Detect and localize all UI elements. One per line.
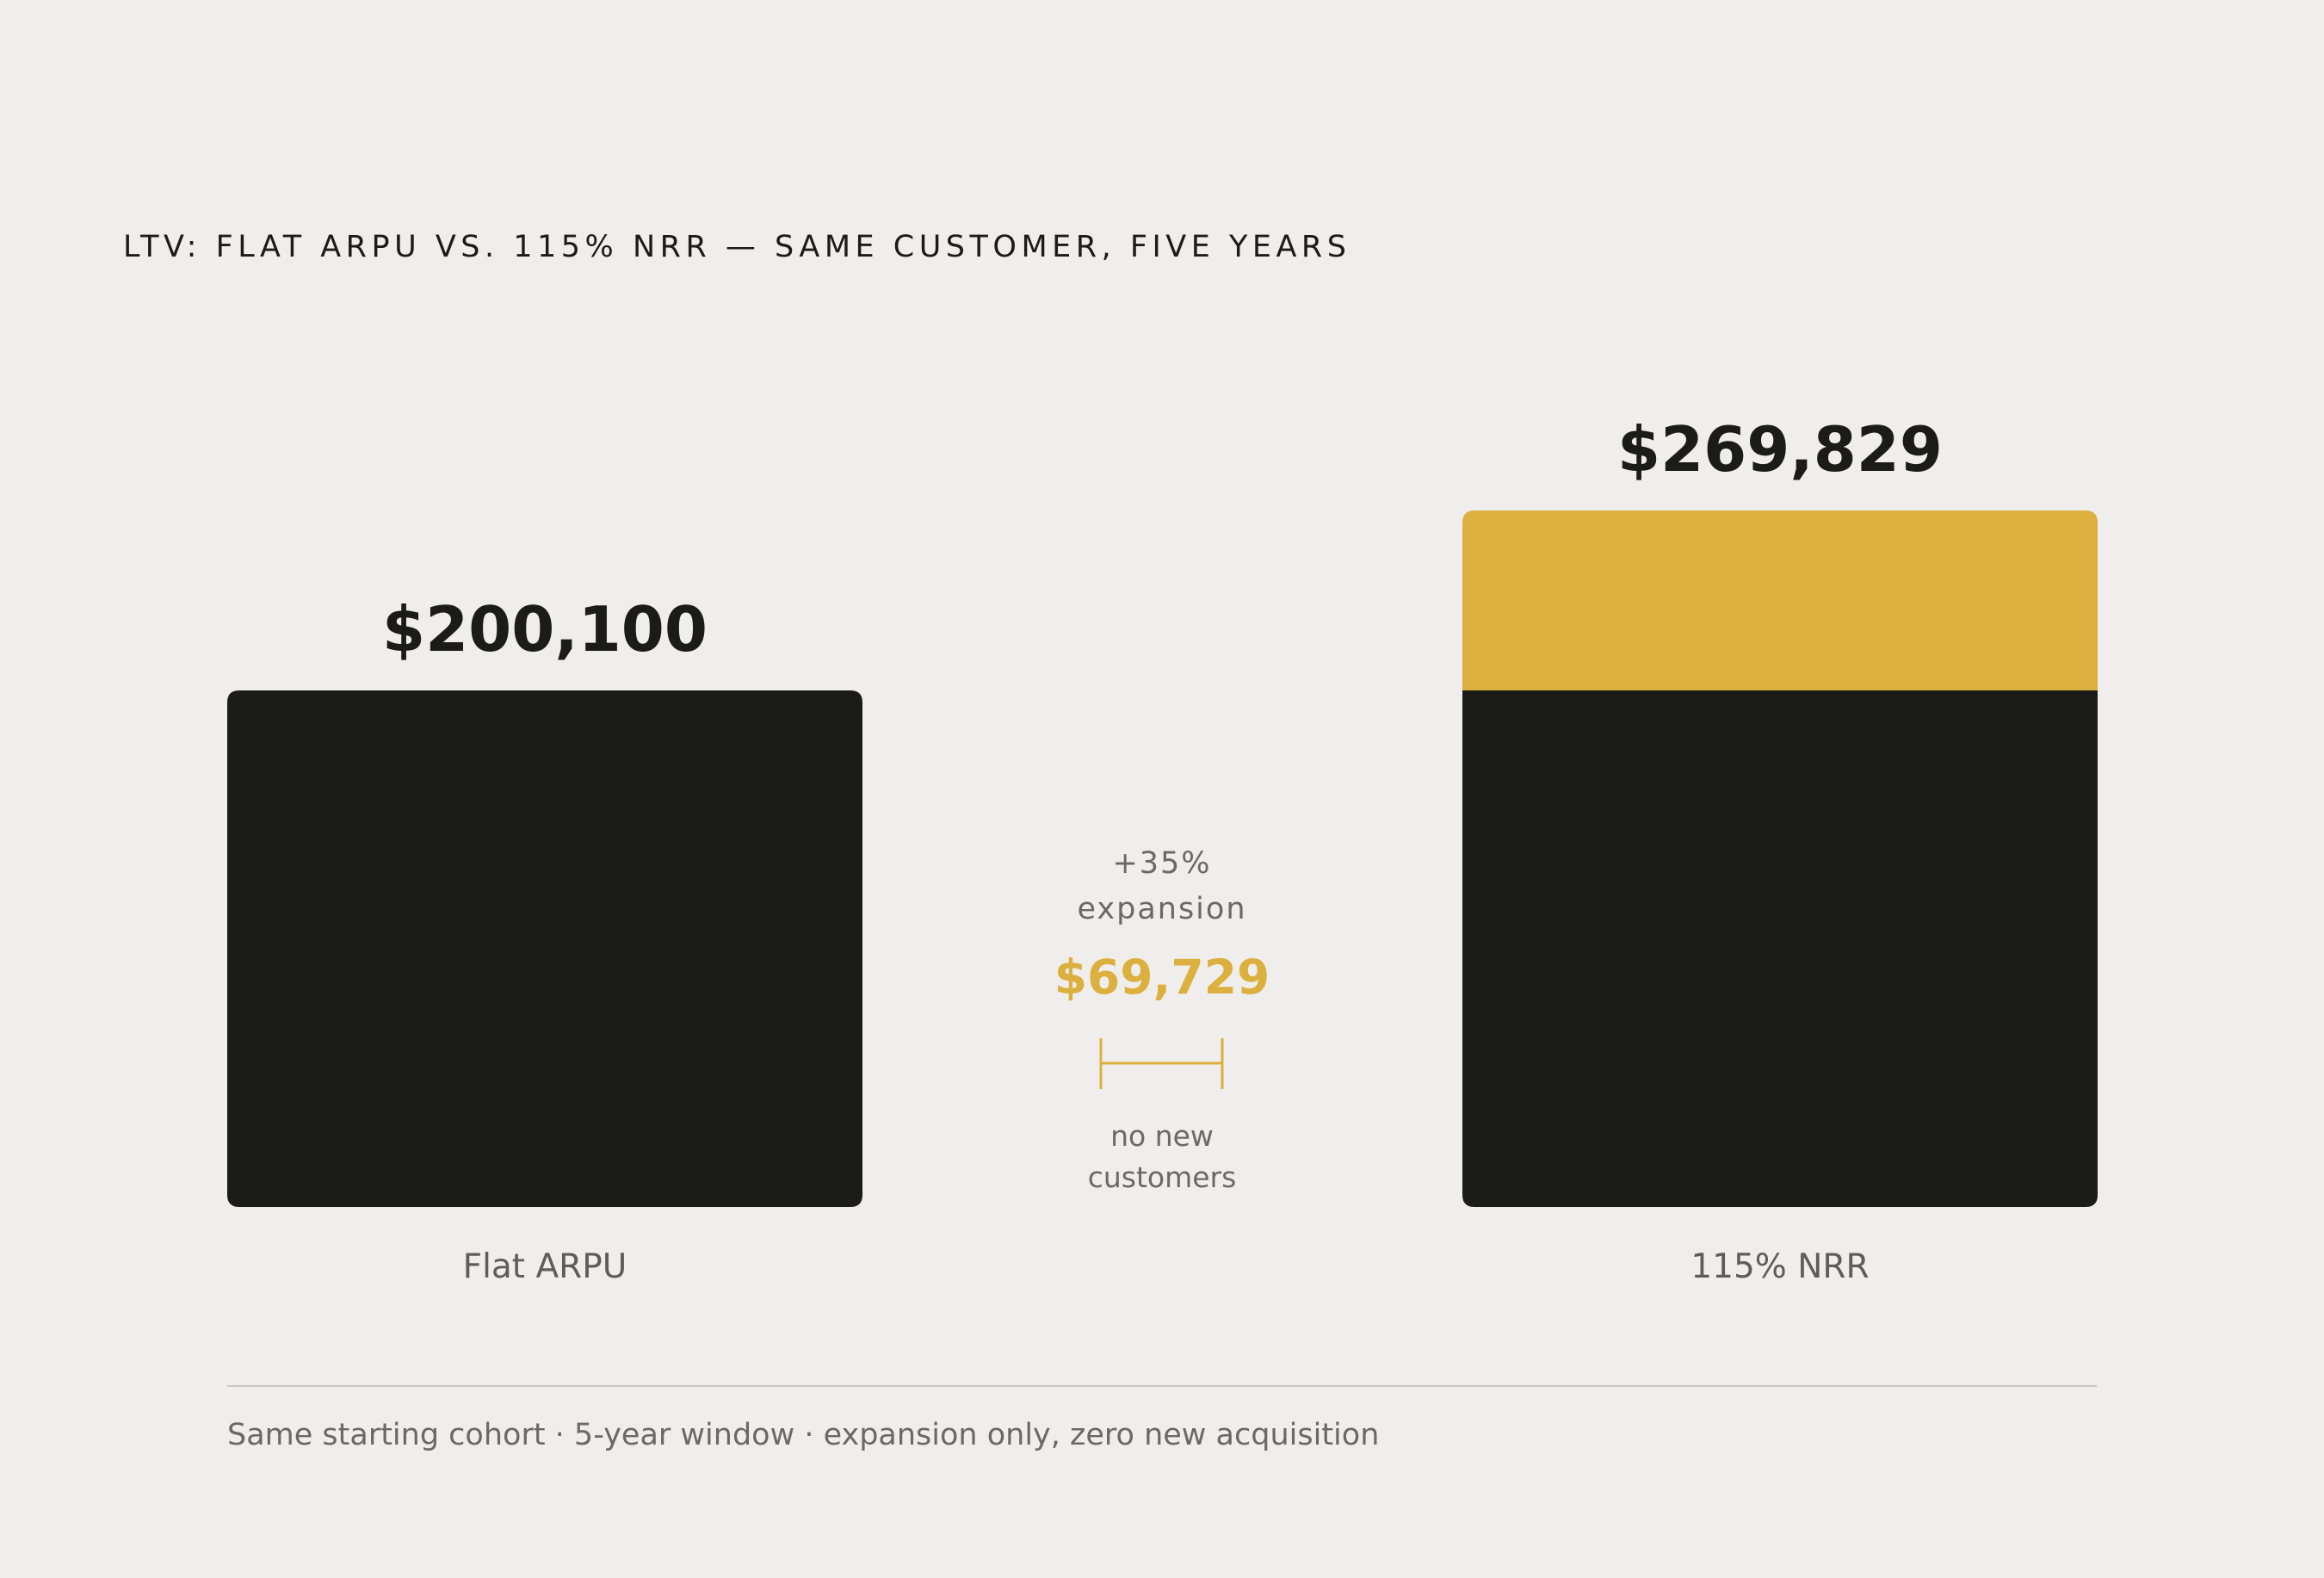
annotation-expansion-value: $69,729 xyxy=(1054,950,1270,1005)
annotation-percent: +35% xyxy=(1112,846,1211,881)
category-label-1: Flat ARPU xyxy=(463,1247,627,1286)
expansion-annotation: +35% expansion $69,729 no new customers xyxy=(1054,846,1270,1194)
footnote: Same starting cohort · 5-year window · e… xyxy=(227,1418,1379,1452)
category-label-2: 115% NRR xyxy=(1690,1247,1869,1286)
annotation-note-line1: no new xyxy=(1110,1119,1214,1153)
annotation-note-line2: customers xyxy=(1088,1160,1237,1194)
labels-layer: $200,100 Flat ARPU $269,829 115% NRR xyxy=(382,413,1943,1286)
value-label-2: $269,829 xyxy=(1617,413,1943,486)
bar-base-1 xyxy=(227,690,862,1207)
bars-layer xyxy=(227,511,2098,1207)
annotation-expansion-label: expansion xyxy=(1077,892,1246,926)
bar-expansion-2 xyxy=(1462,511,2098,691)
value-label-1: $200,100 xyxy=(382,593,708,665)
chart-title: LTV: FLAT ARPU VS. 115% NRR — SAME CUSTO… xyxy=(123,230,1351,264)
annotation-bracket-icon xyxy=(1099,1038,1224,1089)
bar-base-2 xyxy=(1462,690,2098,1207)
